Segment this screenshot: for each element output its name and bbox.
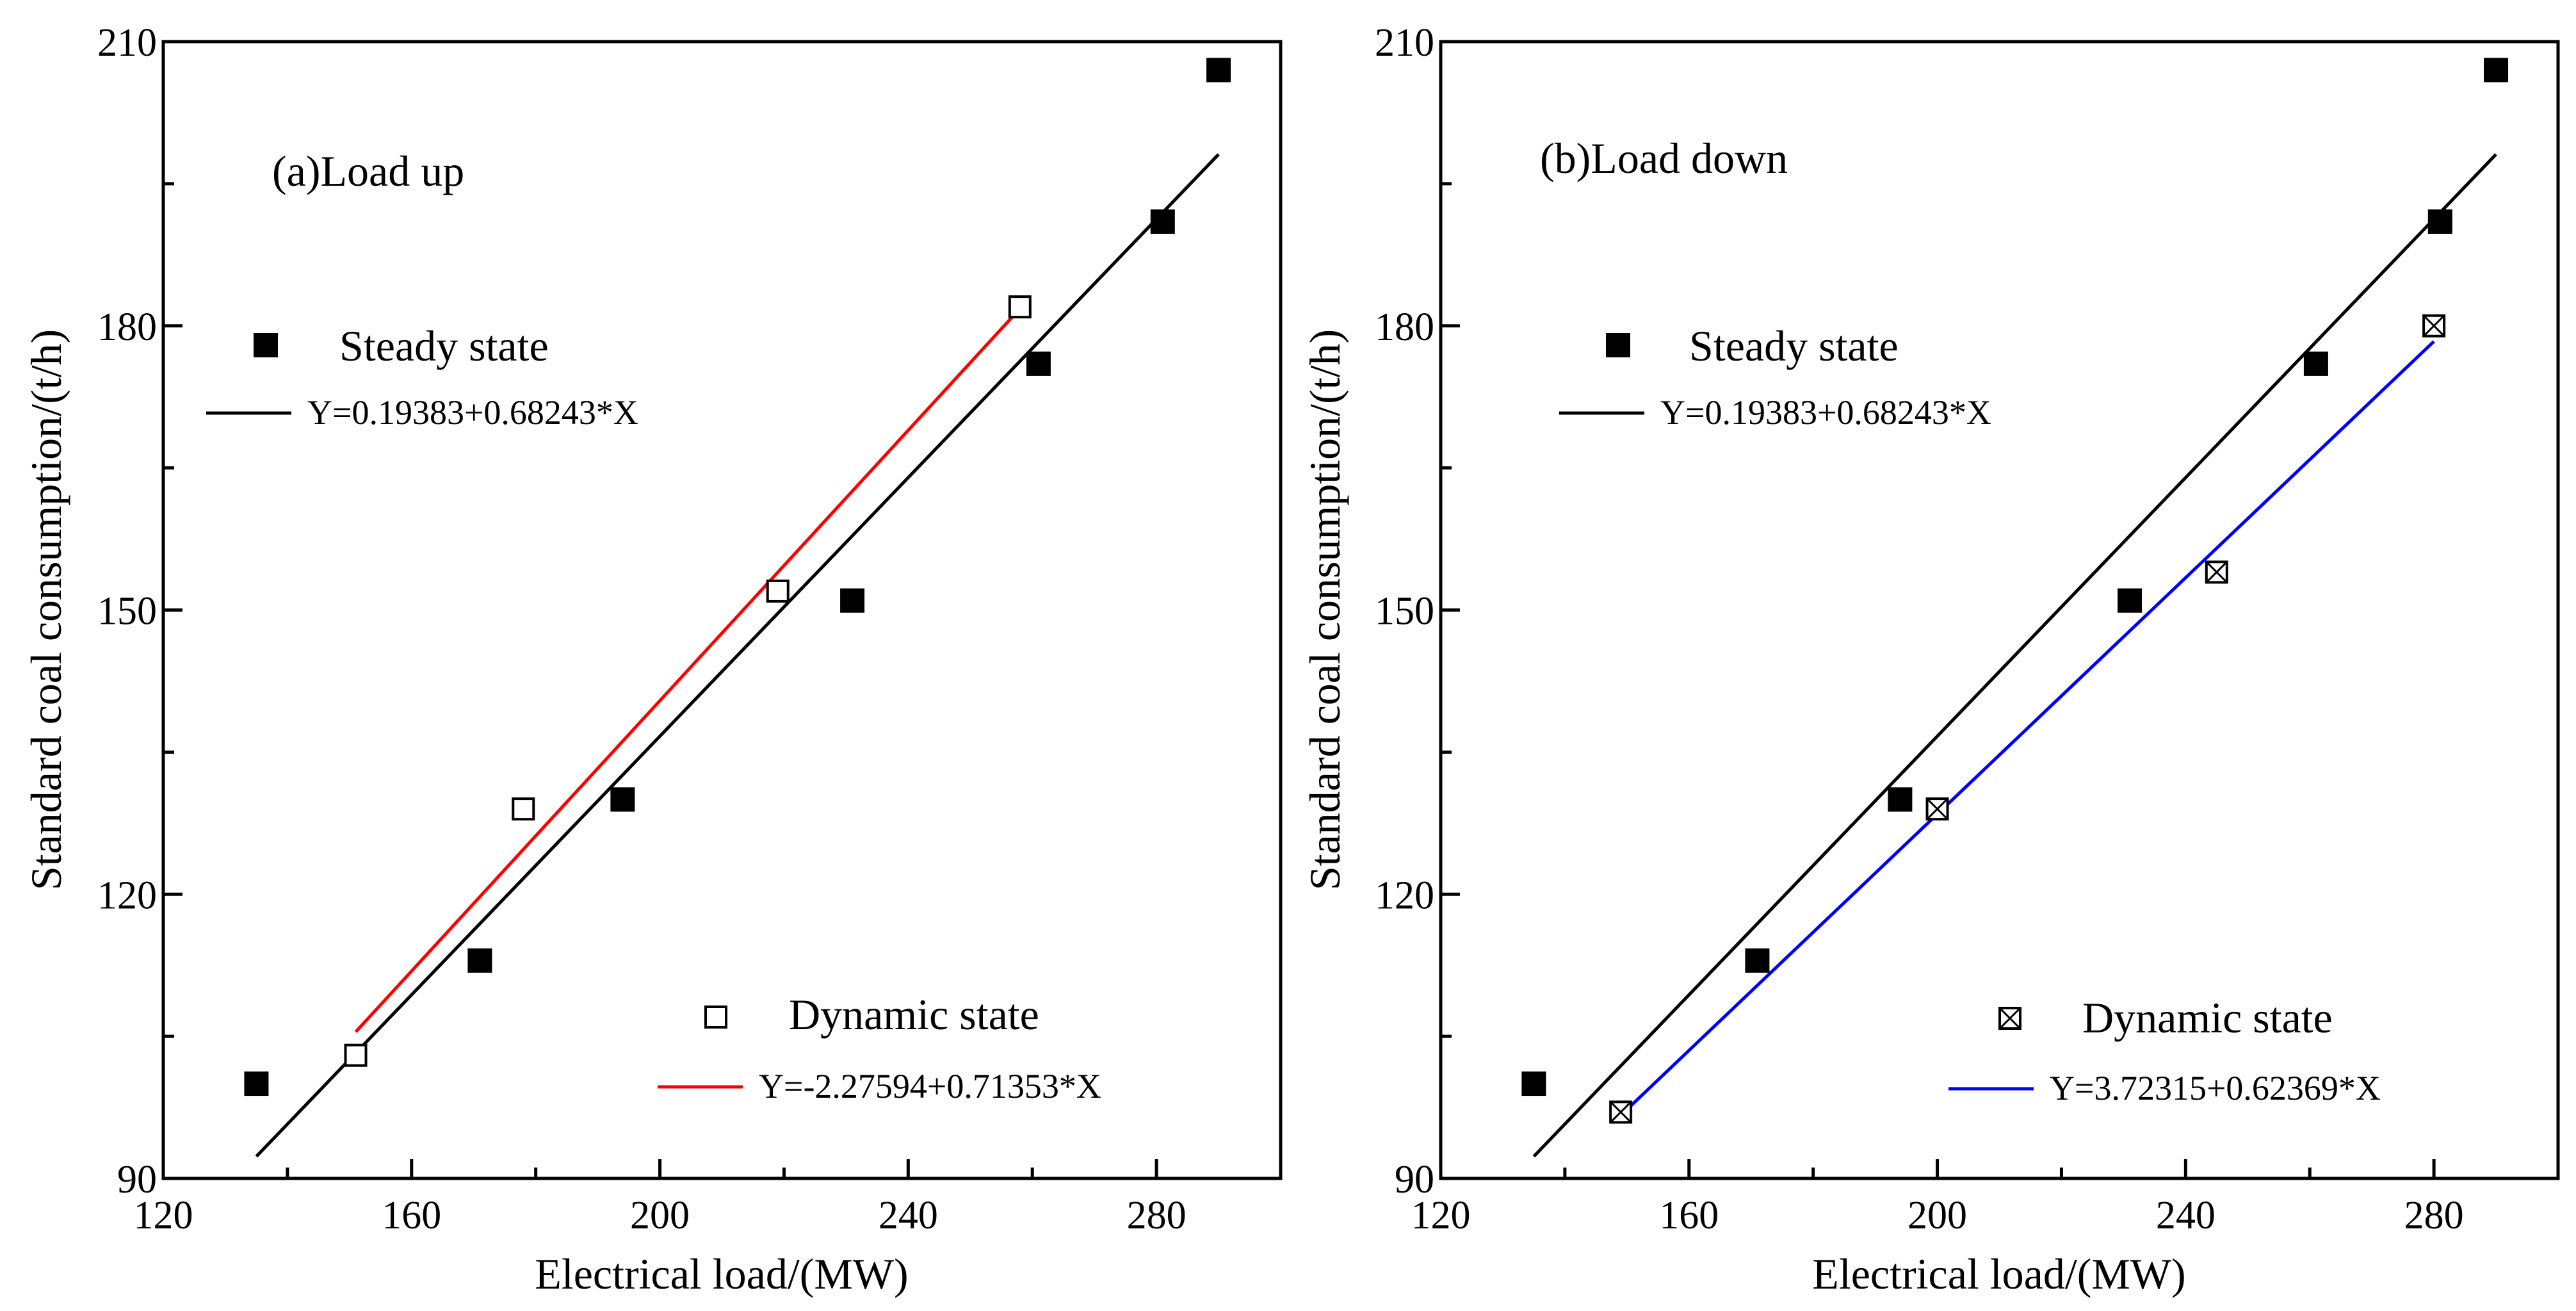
data-points xyxy=(1521,58,2509,1124)
x-tick-label: 240 xyxy=(879,1194,938,1237)
steady-state-point xyxy=(840,588,865,613)
x-axis-title: Electrical load/(MW) xyxy=(1812,1250,2185,1298)
x-tick-label: 200 xyxy=(630,1194,690,1237)
legend-dynamic-label: Dynamic state xyxy=(2082,993,2333,1042)
steady-state-point xyxy=(467,948,492,973)
legend-steady-label: Steady state xyxy=(339,322,549,370)
dynamic-state-point xyxy=(2205,560,2228,584)
legend-dynamic-label: Dynamic state xyxy=(789,990,1039,1039)
legend-dynamic-fit-equation: Y=3.72315+0.62369*X xyxy=(2050,1069,2381,1107)
fit-line-1 xyxy=(354,307,1021,1033)
steady-state-point xyxy=(2484,58,2509,83)
y-tick-label: 120 xyxy=(97,874,157,917)
dynamic-state-point xyxy=(1008,295,1032,319)
steady-state-point xyxy=(2427,209,2452,234)
legend-steady-fit-equation: Y=0.19383+0.68243*X xyxy=(307,393,638,432)
legend-dynamic-marker xyxy=(704,1006,727,1029)
y-axis-title: Standard coal consumption/(t/h) xyxy=(1300,329,1349,890)
dynamic-state-point xyxy=(1925,797,1949,821)
x-tick-label: 120 xyxy=(134,1194,193,1237)
y-tick-label: 180 xyxy=(1375,305,1434,349)
fit-lines xyxy=(255,153,1220,1158)
dynamic-state-point xyxy=(2422,314,2446,338)
x-tick-label: 240 xyxy=(2156,1194,2216,1237)
legend-steady-marker xyxy=(1606,333,1630,357)
y-axis-ticks: 90 120 150 180 210 xyxy=(97,21,182,1201)
panel-title: (a)Load up xyxy=(272,147,464,195)
fit-line-1 xyxy=(1619,340,2435,1117)
fit-line-0 xyxy=(1532,153,2497,1158)
y-tick-label: 150 xyxy=(1375,590,1434,633)
x-tick-label: 160 xyxy=(1659,1194,1719,1237)
x-tick-label: 120 xyxy=(1411,1194,1471,1237)
y-tick-label: 120 xyxy=(1375,874,1434,917)
legend-dynamic-marker xyxy=(1998,1007,2021,1030)
y-tick-label: 210 xyxy=(1375,21,1434,65)
panel-title: (b)Load down xyxy=(1540,134,1788,183)
y-tick-label: 90 xyxy=(1395,1158,1434,1201)
legend-steady-label: Steady state xyxy=(1689,322,1899,370)
y-axis-ticks: 90 120 150 180 210 xyxy=(1375,21,1460,1201)
steady-state-point xyxy=(1745,948,1770,973)
x-tick-label: 160 xyxy=(382,1194,441,1237)
dynamic-state-point xyxy=(1609,1100,1633,1124)
steady-state-point xyxy=(1026,351,1051,376)
steady-state-point xyxy=(1150,209,1175,234)
steady-state-point xyxy=(1521,1071,1546,1096)
dynamic-state-point xyxy=(766,579,790,603)
legend-steady-marker xyxy=(254,333,278,357)
x-axis-title: Electrical load/(MW) xyxy=(535,1250,908,1298)
y-tick-label: 180 xyxy=(97,305,157,349)
fit-line-0 xyxy=(255,153,1220,1158)
fit-lines xyxy=(1532,153,2497,1158)
steady-state-point xyxy=(1206,58,1231,83)
x-axis-ticks: 120 160 200 240 280 xyxy=(1411,1159,2560,1237)
steady-state-point xyxy=(2118,588,2143,613)
dynamic-state-point xyxy=(344,1043,368,1067)
x-tick-label: 280 xyxy=(2404,1194,2464,1237)
dynamic-state-point xyxy=(512,797,535,821)
y-tick-label: 150 xyxy=(97,590,157,633)
steady-state-point xyxy=(1888,787,1913,812)
legend-steady-fit-equation: Y=0.19383+0.68243*X xyxy=(1660,393,1991,432)
legend-dynamic-fit-equation: Y=-2.27594+0.71353*X xyxy=(759,1067,1101,1105)
y-tick-label: 90 xyxy=(117,1158,157,1201)
steady-state-point xyxy=(244,1071,269,1096)
x-tick-label: 280 xyxy=(1127,1194,1187,1237)
steady-state-point xyxy=(610,787,635,812)
y-axis-title: Standard coal consumption/(t/h) xyxy=(22,329,70,890)
data-points xyxy=(244,58,1231,1096)
x-tick-label: 200 xyxy=(1908,1194,1967,1237)
x-axis-ticks: 120 160 200 240 280 xyxy=(134,1159,1283,1237)
y-tick-label: 210 xyxy=(97,21,157,65)
steady-state-point xyxy=(2303,351,2328,376)
